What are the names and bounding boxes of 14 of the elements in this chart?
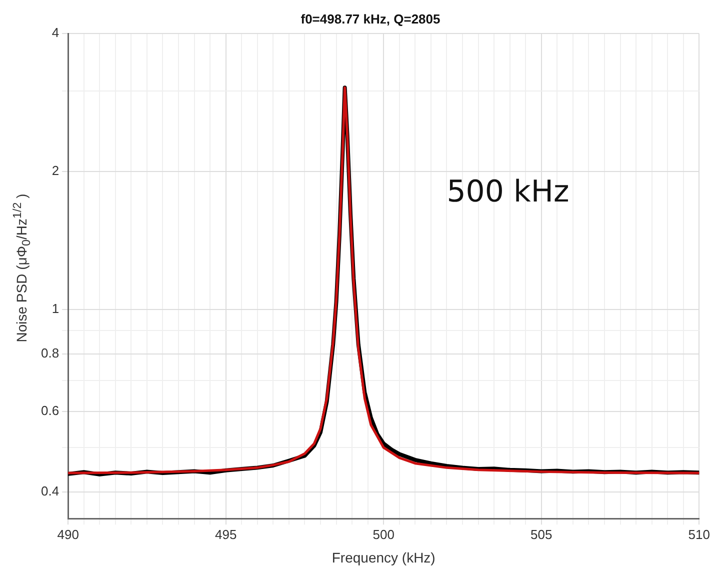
x-tick-label: 495: [214, 526, 237, 542]
annotation: 500 kHz: [446, 174, 570, 210]
x-tick-label: 500: [372, 526, 394, 542]
chart-title: f0=498.77 kHz, Q=2805: [300, 11, 440, 26]
y-tick-label: 2: [52, 163, 60, 178]
x-tick-label: 510: [688, 526, 710, 542]
y-tick-label: 4: [52, 25, 60, 40]
x-tick-label: 490: [57, 526, 79, 542]
y-tick-label: 0.6: [40, 402, 60, 418]
x-axis-title: Frequency (kHz): [332, 549, 436, 566]
y-tick-label: 1: [52, 301, 60, 316]
y-tick-label: 0.4: [40, 484, 60, 499]
y-tick-label: 0.8: [40, 346, 60, 361]
x-tick-label: 505: [530, 526, 552, 542]
